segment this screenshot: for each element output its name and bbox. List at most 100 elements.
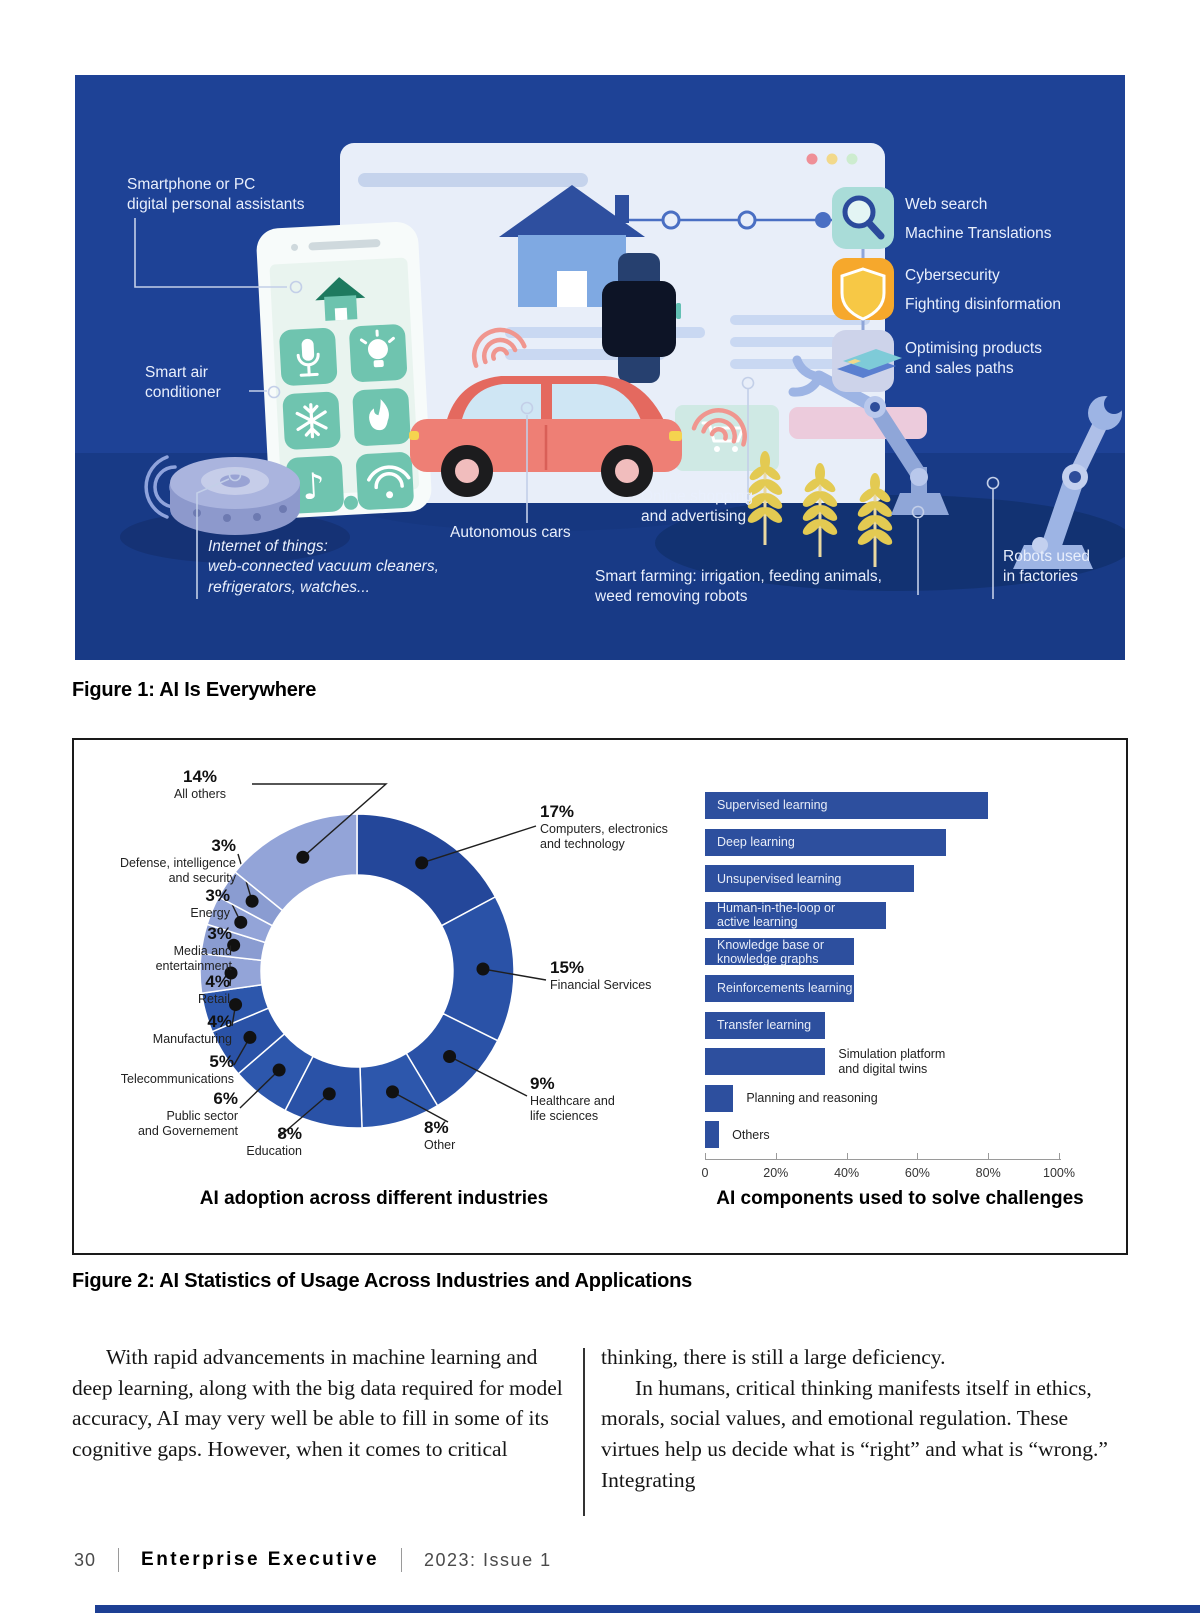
paragraph: thinking, there is still a large deficie… — [601, 1345, 946, 1369]
bar-label: Simulation platform and digital twins — [838, 1047, 946, 1076]
snowflake-icon — [295, 403, 328, 439]
leader-line — [252, 783, 388, 858]
wifi-icon — [367, 465, 411, 499]
donut-label: 9% Healthcare and life sciences — [530, 1074, 680, 1124]
segment-dot — [224, 966, 238, 980]
footer-divider — [401, 1548, 403, 1572]
donut-label-name: Media and entertainment — [155, 944, 232, 973]
donut-label-percent: 8% — [277, 1124, 302, 1143]
leader-line — [239, 1069, 280, 1109]
donut-chart: 17% Computers, electronics and technology… — [74, 740, 674, 1180]
bar-label: Deep learning — [717, 834, 795, 849]
axis-tick-label: 100% — [1043, 1166, 1075, 1180]
donut-chart-title: AI adoption across different industries — [199, 1188, 549, 1209]
label-machine-translations: Machine Translations — [905, 225, 1052, 242]
axis-tick — [917, 1153, 919, 1159]
segment-dot — [245, 894, 259, 908]
donut-label: 8% Other — [424, 1118, 524, 1153]
donut-label-name: Public sector and Governement — [137, 1109, 238, 1138]
bar-chart: Supervised learning Deep learning Unsuperv… — [674, 740, 1130, 1180]
page-number: 30 — [74, 1549, 97, 1570]
bar: Reinforcements learning — [705, 975, 854, 1002]
segment-dot — [272, 1063, 286, 1077]
donut-label-name: Manufacturing — [152, 1032, 232, 1046]
music-icon: ♪ — [301, 466, 326, 508]
bar — [705, 1048, 826, 1076]
leader-line — [449, 1055, 528, 1097]
figure2-panel: 17% Computers, electronics and technology… — [72, 738, 1128, 1255]
segment-dot — [415, 856, 429, 870]
magazine-title: Enterprise Executive — [141, 1549, 380, 1570]
segment-dot — [443, 1049, 457, 1063]
donut-label-name: Education — [246, 1144, 302, 1158]
donut-label-name: Computers, electronics and technology — [540, 822, 668, 851]
connector-lines — [134, 218, 1000, 599]
bar-chart-title: AI components used to solve challenges — [716, 1188, 1084, 1209]
page-footer: 30 Enterprise Executive 2023: Issue 1 — [74, 1548, 552, 1572]
x-axis — [705, 1159, 1061, 1160]
credit-card-icon — [837, 349, 902, 378]
axis-tick — [988, 1153, 990, 1159]
donut-label-percent: 4% — [205, 972, 230, 991]
flame-icon — [369, 399, 389, 431]
donut-label: 4% Manufacturing — [100, 1012, 232, 1047]
donut-label: 17% Computers, electronics and technology — [540, 802, 710, 852]
shield-icon — [840, 267, 886, 321]
figure2-caption: Figure 2: AI Statistics of Usage Across … — [72, 1270, 693, 1292]
axis-tick-label: 80% — [975, 1166, 1001, 1180]
label-smart-farming: Smart farming: irrigation, feeding anima… — [595, 568, 882, 606]
donut-label: 14% All others — [152, 767, 248, 802]
axis-tick-label: 60% — [904, 1166, 930, 1180]
bar-label: Human-in-the-loop or active learning — [717, 900, 836, 930]
smartphone: ♪ — [256, 222, 432, 518]
feature-tiles — [832, 187, 902, 392]
donut-label-name: Retail — [198, 992, 230, 1006]
footer-divider — [118, 1548, 120, 1572]
bulb-icon — [359, 329, 395, 368]
label-autonomous-cars: Autonomous cars — [450, 524, 571, 541]
donut-label: 3% Media and entertainment — [100, 924, 232, 974]
bar-label: Transfer learning — [717, 1017, 812, 1032]
axis-tick-label: 40% — [834, 1166, 860, 1180]
bar: Human-in-the-loop or active learning — [705, 900, 886, 930]
paragraph: With rapid advancements in machine learn… — [72, 1345, 563, 1462]
figure1-caption: Figure 1: AI Is Everywhere — [72, 679, 317, 701]
donut-label-percent: 6% — [213, 1089, 238, 1108]
figure1-illustration: ♪ — [75, 75, 1125, 660]
donut-label-percent: 5% — [209, 1052, 234, 1071]
donut-label: 3% Defense, intelligence and security — [82, 836, 236, 886]
label-robots: Robots used in factories — [1003, 548, 1091, 586]
axis-tick — [1059, 1153, 1060, 1159]
home-icon — [315, 277, 366, 321]
segment-dot — [296, 850, 310, 864]
donut-label-percent: 4% — [207, 1012, 232, 1031]
label-smartphone: Smartphone or PC digital personal assist… — [127, 176, 305, 214]
issue-label: 2023: Issue 1 — [424, 1549, 552, 1570]
donut-label: 6% Public sector and Governement — [98, 1089, 238, 1139]
bar: Unsupervised learning — [705, 865, 914, 893]
bar-label: Others — [732, 1127, 770, 1142]
donut-segment — [234, 813, 358, 912]
bar-label: Planning and reasoning — [746, 1091, 878, 1106]
donut-label-name: Defense, intelligence and security — [119, 856, 236, 885]
donut-label: 8% Education — [192, 1124, 302, 1159]
segment-dot — [322, 1087, 336, 1101]
bar: Knowledge base or knowledge graphs — [705, 938, 854, 966]
article-right-column: thinking, there is still a large deficie… — [601, 1342, 1128, 1496]
donut-label-percent: 15% — [550, 958, 585, 977]
donut-label-name: Energy — [190, 906, 230, 920]
label-optimising: Optimising products and sales paths — [905, 340, 1042, 378]
donut-label-name: Healthcare and life sciences — [530, 1094, 615, 1123]
donut-label-percent: 17% — [540, 802, 575, 821]
axis-tick-label: 0 — [701, 1166, 709, 1180]
donut-label-percent: 14% — [182, 767, 218, 786]
label-online-shopping: Online shopping and advertising — [641, 488, 754, 526]
bar: Supervised learning — [705, 792, 989, 819]
donut-label: 5% Telecommunications — [86, 1052, 234, 1087]
bar-label: Reinforcements learning — [717, 981, 853, 996]
label-iot: Internet of things: web-connected vacuum… — [208, 538, 439, 596]
label-cybersecurity: Cybersecurity — [905, 267, 1000, 284]
leader-line — [279, 1093, 330, 1137]
house-icon — [499, 185, 645, 307]
